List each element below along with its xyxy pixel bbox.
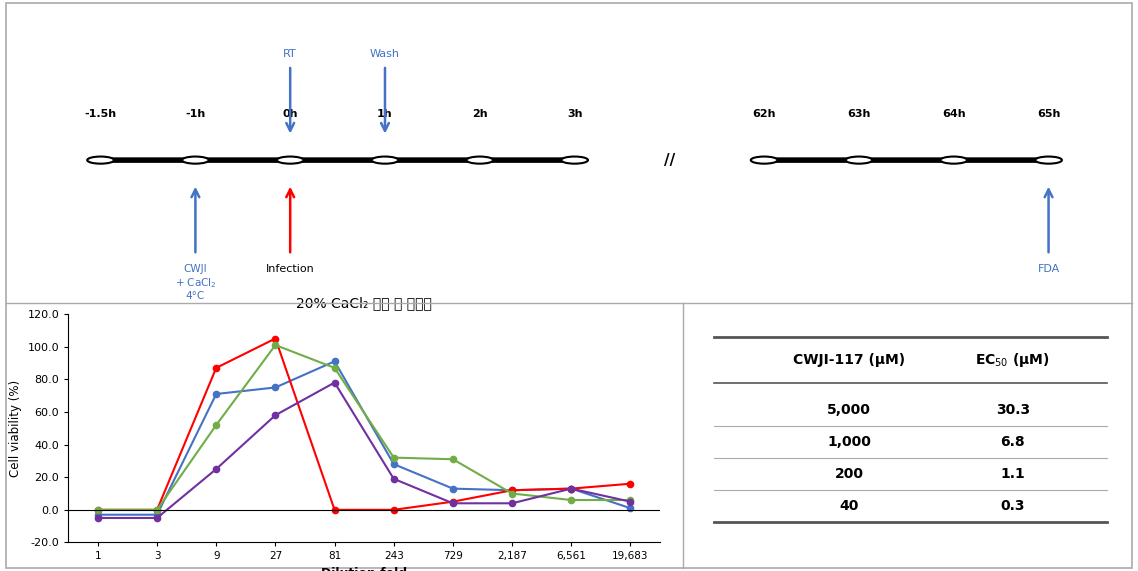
200 xyxy=(505,490,519,497)
Circle shape xyxy=(846,156,873,164)
Text: 64h: 64h xyxy=(942,108,965,119)
200 xyxy=(91,506,105,513)
1,000 xyxy=(387,506,401,513)
200 xyxy=(328,364,341,371)
5,000 xyxy=(564,485,578,492)
Text: 65h: 65h xyxy=(1037,108,1061,119)
40 xyxy=(269,412,282,419)
5,000 xyxy=(624,505,637,512)
Circle shape xyxy=(372,156,398,164)
Circle shape xyxy=(467,156,493,164)
1,000 xyxy=(446,498,460,505)
40 xyxy=(564,485,578,492)
Legend: 5,000, 1,000, 200, 40: 5,000, 1,000, 200, 40 xyxy=(774,315,861,396)
Text: 30.3: 30.3 xyxy=(996,403,1030,417)
Circle shape xyxy=(751,156,777,164)
Text: 0.3: 0.3 xyxy=(1000,499,1025,513)
Text: FDA: FDA xyxy=(1038,264,1059,274)
40 xyxy=(209,465,223,472)
5,000 xyxy=(387,461,401,468)
Circle shape xyxy=(940,156,967,164)
Title: 20% CaCl₂ 첨가 후 소독력: 20% CaCl₂ 첨가 후 소독력 xyxy=(296,296,432,310)
Text: 0h: 0h xyxy=(282,108,298,119)
1,000 xyxy=(150,506,164,513)
Line: 5,000: 5,000 xyxy=(94,358,634,518)
200 xyxy=(564,497,578,504)
200 xyxy=(446,456,460,463)
Text: 1,000: 1,000 xyxy=(827,435,871,449)
Text: 62h: 62h xyxy=(752,108,776,119)
Text: CWJI
+ CaCl$_2$
4°C: CWJI + CaCl$_2$ 4°C xyxy=(174,264,216,301)
Text: 3h: 3h xyxy=(567,108,583,119)
Text: 6.8: 6.8 xyxy=(1000,435,1025,449)
40 xyxy=(505,500,519,506)
200 xyxy=(624,497,637,504)
Text: RT: RT xyxy=(283,49,297,59)
1,000 xyxy=(91,506,105,513)
40 xyxy=(624,498,637,505)
1,000 xyxy=(505,487,519,494)
Text: 63h: 63h xyxy=(848,108,871,119)
Line: 40: 40 xyxy=(94,380,634,521)
5,000 xyxy=(328,358,341,365)
Text: Infection: Infection xyxy=(266,264,314,274)
Y-axis label: Cell viability (%): Cell viability (%) xyxy=(9,380,22,477)
Text: -1.5h: -1.5h xyxy=(84,108,117,119)
Line: 1,000: 1,000 xyxy=(94,335,634,513)
200 xyxy=(387,454,401,461)
Text: 1.1: 1.1 xyxy=(1000,467,1025,481)
1,000 xyxy=(209,364,223,371)
Circle shape xyxy=(1036,156,1062,164)
40 xyxy=(328,379,341,386)
5,000 xyxy=(150,511,164,518)
40 xyxy=(91,514,105,521)
Text: 5,000: 5,000 xyxy=(827,403,871,417)
40 xyxy=(150,514,164,521)
5,000 xyxy=(269,384,282,391)
5,000 xyxy=(209,391,223,397)
200 xyxy=(209,421,223,428)
Circle shape xyxy=(182,156,208,164)
5,000 xyxy=(91,511,105,518)
Circle shape xyxy=(88,156,114,164)
Line: 200: 200 xyxy=(94,342,634,513)
1,000 xyxy=(564,485,578,492)
Text: EC$_{50}$ (μM): EC$_{50}$ (μM) xyxy=(975,351,1050,369)
Text: 200: 200 xyxy=(834,467,864,481)
Text: Wash: Wash xyxy=(370,49,399,59)
200 xyxy=(269,341,282,348)
Text: -1h: -1h xyxy=(185,108,206,119)
1,000 xyxy=(269,335,282,342)
X-axis label: Dilution fold: Dilution fold xyxy=(321,567,407,571)
Text: CWJI-117 (μM): CWJI-117 (μM) xyxy=(793,353,905,367)
Text: 40: 40 xyxy=(839,499,859,513)
Text: 2h: 2h xyxy=(472,108,487,119)
40 xyxy=(387,476,401,482)
1,000 xyxy=(624,480,637,487)
Circle shape xyxy=(561,156,588,164)
5,000 xyxy=(446,485,460,492)
Text: //: // xyxy=(663,152,675,168)
Circle shape xyxy=(277,156,304,164)
Text: 1h: 1h xyxy=(377,108,393,119)
40 xyxy=(446,500,460,506)
5,000 xyxy=(505,487,519,494)
200 xyxy=(150,506,164,513)
1,000 xyxy=(328,506,341,513)
